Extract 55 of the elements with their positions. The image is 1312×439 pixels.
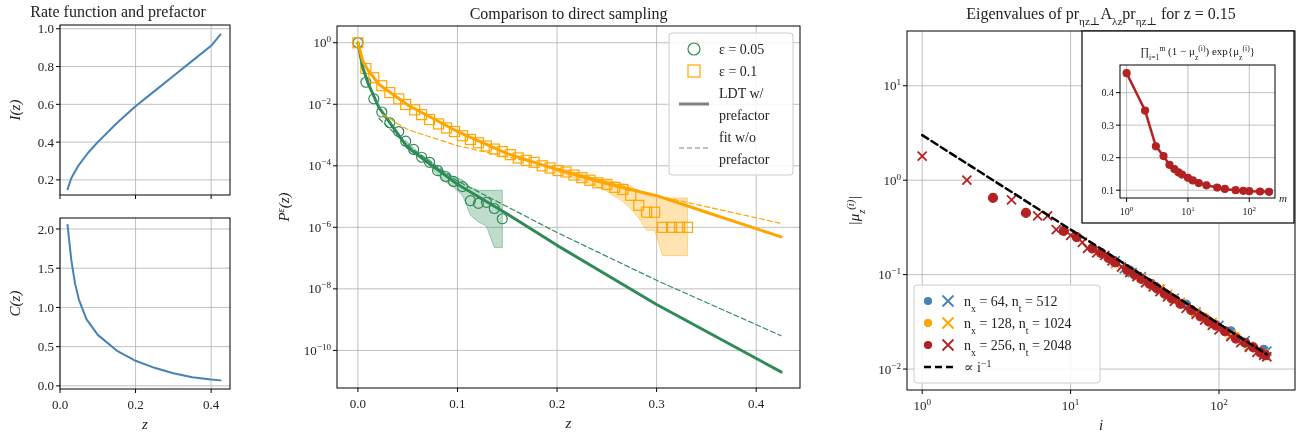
y-tick-label: 1.0 (37, 21, 54, 37)
x-tick-label: 0.2 (127, 397, 144, 412)
y-tick-label: 10$^{0}$ (883, 171, 902, 188)
y-tick-label: 10$^{−2}$ (878, 360, 902, 377)
y-axis-title: I(z) (7, 99, 24, 122)
y-tick-label: 10$^{−8}$ (308, 280, 332, 297)
legend-label: n$_{x}$ = 128, n$_{t}$ = 1024 (964, 315, 1072, 336)
y-tick-label: 0.2 (37, 172, 54, 188)
x-axis-title: i (1098, 417, 1104, 433)
y-tick-label: 10$^{0}$ (313, 34, 332, 51)
y-tick-label: 0.8 (37, 59, 54, 75)
x-tick-label: 0.4 (748, 396, 765, 411)
chart-title: Eigenvalues of pr$_{ηz⊥}$A$_{λz}$pr$_{ηz⊥}$ for z = 0.15 (966, 5, 1236, 27)
x-tick-label: 0.1 (449, 396, 466, 411)
x-tick-label: 10$^{0}$ (1119, 205, 1134, 217)
y-tick-label: 10$^{−1}$ (878, 266, 901, 283)
x-tick-label: 0.0 (349, 396, 367, 411)
chart-title: Comparison to direct sampling (469, 5, 668, 23)
x-tick-label: 0.3 (648, 396, 665, 411)
y-tick-label: 0.4 (37, 134, 55, 150)
y-tick-label: 0.5 (37, 339, 54, 355)
y-tick-label: 0.6 (37, 96, 55, 112)
x-tick-label: 0.0 (51, 397, 69, 412)
y-tick-label: 0.0 (37, 378, 54, 394)
y-tick-label: 10$^{−2}$ (308, 95, 332, 112)
x-tick-label: 10$^{2}$ (1242, 205, 1257, 217)
legend-label: ε = 0.05 (719, 41, 765, 57)
y-tick-label: 10$^{−4}$ (308, 157, 332, 174)
chart-title: Rate function and prefactor (30, 3, 207, 21)
x-tick-label: 10$^{1}$ (1061, 397, 1080, 413)
x-axis-title: z (564, 415, 572, 431)
y-tick-label: 0.1 (1101, 184, 1114, 196)
y-tick-label: 10$^{1}$ (883, 77, 901, 94)
y-tick-label: 0.2 (1101, 152, 1114, 164)
legend-label: ∝ i$^{−1}$ (964, 357, 992, 375)
y-tick-label: 1.5 (37, 260, 54, 276)
y-tick-label: 2.0 (37, 221, 54, 237)
y-tick-label: 1.0 (37, 299, 54, 315)
y-tick-label: 10$^{−6}$ (308, 218, 332, 235)
x-tick-label: 10$^{1}$ (1181, 205, 1196, 217)
legend-label: n$_{x}$ = 256, n$_{t}$ = 2048 (964, 337, 1072, 358)
legend-label: fit w/o prefactor (719, 129, 770, 167)
x-tick-label: 0.4 (202, 397, 220, 412)
chart-title: ∏$_{i=1}$$^{m}$ (1 − μ$_{z}$$^{(i)}$) exp{μ$_{z}$$^{(i)}$} (1139, 43, 1256, 62)
x-tick-label: 0.2 (548, 396, 566, 411)
legend-label: n$_{x}$ = 64, n$_{t}$ = 512 (964, 293, 1058, 314)
y-tick-label: 10$^{−10}$ (303, 341, 332, 358)
x-tick-label: 10$^{0}$ (913, 397, 932, 413)
x-tick-label: 10$^{2}$ (1210, 397, 1229, 413)
y-tick-label: 0.3 (1101, 119, 1114, 131)
legend-label: ε = 0.1 (719, 63, 758, 79)
y-tick-label: 0.4 (1101, 87, 1114, 99)
y-axis-title: C(z) (7, 290, 24, 317)
x-axis-title: m (1279, 191, 1287, 204)
x-axis-title: z (141, 416, 149, 432)
